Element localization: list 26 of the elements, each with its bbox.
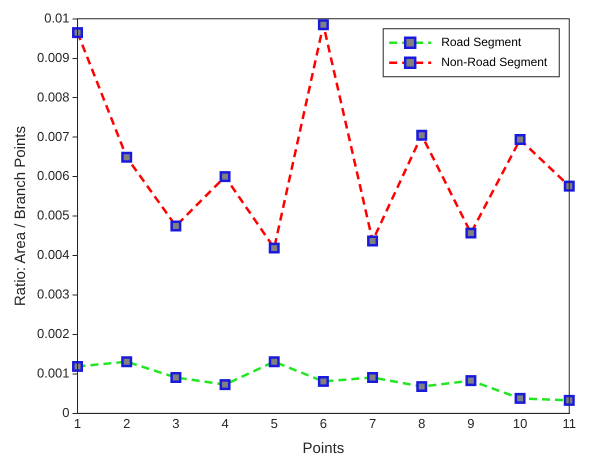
x-tick-label: 2: [123, 416, 130, 431]
y-tick-label: 0.007: [36, 128, 70, 144]
x-tick-label: 7: [368, 416, 376, 431]
y-tick-label: 0.003: [36, 286, 70, 302]
x-tick-label: 3: [172, 416, 180, 431]
y-tick-label: 0.002: [36, 326, 70, 342]
x-tick-label: 4: [221, 416, 229, 431]
y-tick-label: 0.009: [36, 50, 70, 65]
x-tick-label: 6: [320, 416, 328, 431]
y-tick-label: 0.01: [44, 10, 70, 26]
y-axis-title: Ratio: Area / Branch Points: [12, 126, 30, 306]
x-tick-label: 10: [512, 416, 528, 431]
x-tick-label: 1: [74, 416, 82, 431]
x-tick-label: 9: [467, 416, 475, 431]
y-tick-label: 0.008: [36, 89, 70, 104]
x-tick-label: 5: [270, 416, 278, 431]
x-tick-label: 8: [418, 416, 426, 431]
legend-label: Non-Road Segment: [441, 55, 548, 70]
y-tick-label: 0: [62, 404, 70, 420]
y-tick-label: 0.001: [36, 366, 70, 381]
y-tick-label: 0.006: [36, 168, 70, 184]
legend-label: Road Segment: [441, 35, 522, 50]
x-tick-label: 11: [562, 416, 576, 431]
x-axis-title: Points: [302, 440, 344, 458]
y-tick-label: 0.005: [36, 208, 70, 223]
y-tick-label: 0.004: [36, 247, 70, 262]
